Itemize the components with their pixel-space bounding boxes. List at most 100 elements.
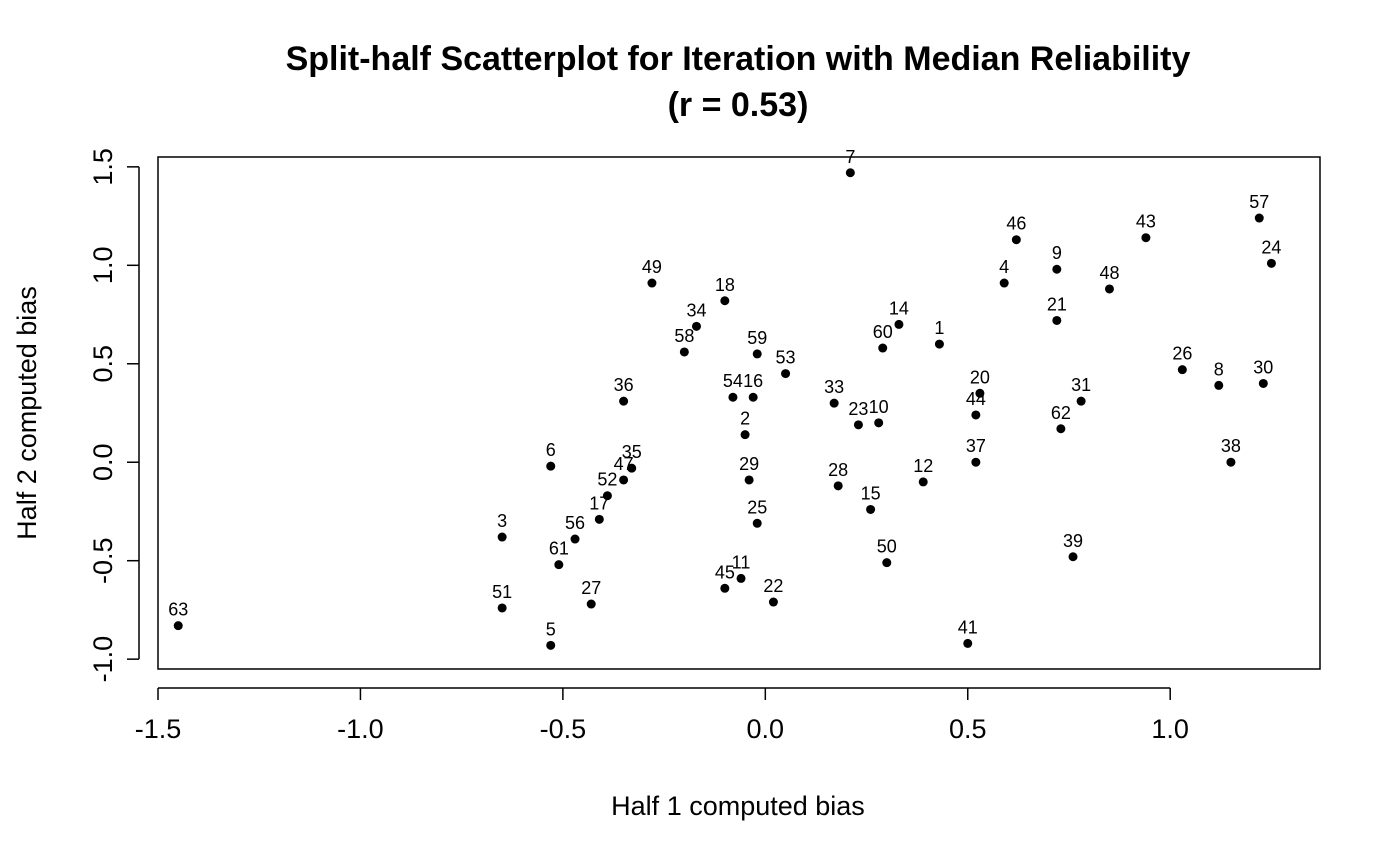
point-label: 36	[614, 375, 634, 395]
data-point	[845, 168, 855, 178]
point-label: 11	[732, 552, 751, 572]
data-point	[1226, 457, 1236, 467]
point-label: 59	[747, 328, 767, 348]
x-axis-title: Half 1 computed bias	[611, 791, 865, 821]
x-tick-label: -0.5	[540, 714, 587, 744]
y-tick-label: -0.5	[88, 537, 118, 584]
y-tick-label: 0.5	[88, 345, 118, 383]
data-point	[602, 491, 612, 501]
data-point	[546, 640, 556, 650]
data-point	[554, 560, 564, 570]
point-label: 8	[1214, 359, 1224, 379]
data-point	[971, 457, 981, 467]
point-label: 30	[1253, 357, 1273, 377]
data-point	[752, 349, 762, 359]
x-tick-label: -1.5	[135, 714, 182, 744]
point-label: 48	[1099, 263, 1119, 283]
data-point	[882, 558, 892, 568]
point-label: 27	[581, 578, 601, 598]
point-label: 18	[715, 275, 735, 295]
point-label: 62	[1051, 403, 1071, 423]
y-tick-label: 1.5	[88, 148, 118, 186]
data-point	[627, 463, 637, 473]
y-axis-title: Half 2 computed bias	[12, 286, 42, 540]
point-label: 51	[492, 582, 512, 602]
data-point	[1104, 284, 1114, 294]
point-label: 54	[723, 371, 743, 391]
data-point	[781, 369, 791, 379]
data-point	[1052, 315, 1062, 325]
data-point	[720, 583, 730, 593]
data-point	[173, 621, 183, 631]
point-label: 34	[686, 300, 706, 320]
data-point	[728, 392, 738, 402]
data-point	[1076, 396, 1086, 406]
point-label: 31	[1071, 375, 1091, 395]
point-label: 61	[549, 539, 569, 559]
x-tick-label: -1.0	[337, 714, 384, 744]
y-tick-label: 1.0	[88, 247, 118, 285]
data-point	[999, 278, 1009, 288]
point-label: 4	[999, 257, 1009, 277]
point-label: 6	[546, 440, 556, 460]
data-point	[679, 347, 689, 357]
point-label: 3	[497, 511, 507, 531]
data-point	[878, 343, 888, 353]
point-label: 26	[1172, 344, 1192, 364]
point-label: 44	[966, 389, 986, 409]
data-points: 1234567891011121415161718202122232425262…	[168, 147, 1281, 650]
data-point	[768, 597, 778, 607]
y-tick-label: -1.0	[88, 636, 118, 683]
point-label: 14	[889, 298, 909, 318]
point-label: 29	[739, 454, 759, 474]
data-point	[619, 475, 629, 485]
y-tick-label: 0.0	[88, 443, 118, 481]
data-point	[1068, 552, 1078, 562]
x-axis: -1.5 -1.0 -0.5 0.0 0.5 1.0	[135, 687, 1189, 744]
point-label: 5	[546, 619, 556, 639]
data-point	[740, 430, 750, 440]
point-label: 47	[614, 454, 634, 474]
y-axis: -1.0 -0.5 0.0 0.5 1.0 1.5	[88, 148, 140, 683]
point-label: 56	[565, 513, 585, 533]
data-point	[1052, 264, 1062, 274]
data-point	[720, 296, 730, 306]
point-label: 9	[1052, 243, 1062, 263]
point-label: 7	[845, 147, 855, 167]
data-point	[594, 514, 604, 524]
data-point	[1177, 365, 1187, 375]
point-label: 12	[913, 456, 933, 476]
point-label: 52	[597, 470, 617, 490]
data-point	[619, 396, 629, 406]
data-point	[1266, 258, 1276, 268]
point-label: 38	[1221, 436, 1241, 456]
data-point	[570, 534, 580, 544]
point-label: 2	[740, 409, 750, 429]
data-point	[497, 532, 507, 542]
data-point	[1214, 380, 1224, 390]
data-point	[497, 603, 507, 613]
data-point	[975, 388, 985, 398]
point-label: 46	[1006, 214, 1026, 234]
point-label: 1	[934, 318, 944, 338]
data-point	[833, 481, 843, 491]
data-point	[546, 461, 556, 471]
point-label: 57	[1249, 192, 1269, 212]
point-label: 28	[828, 460, 848, 480]
data-point	[874, 418, 884, 428]
data-point	[1141, 233, 1151, 243]
data-point	[1258, 378, 1268, 388]
data-point	[752, 518, 762, 528]
chart-title: Split-half Scatterplot for Iteration wit…	[286, 40, 1191, 78]
point-label: 22	[763, 576, 783, 596]
data-point	[748, 392, 758, 402]
point-label: 15	[861, 483, 881, 503]
point-label: 41	[958, 617, 978, 637]
data-point	[866, 504, 876, 514]
data-point	[691, 321, 701, 331]
point-label: 35	[622, 442, 642, 462]
point-label: 25	[747, 497, 767, 517]
point-label: 53	[776, 348, 796, 368]
plot-frame	[157, 156, 1321, 670]
